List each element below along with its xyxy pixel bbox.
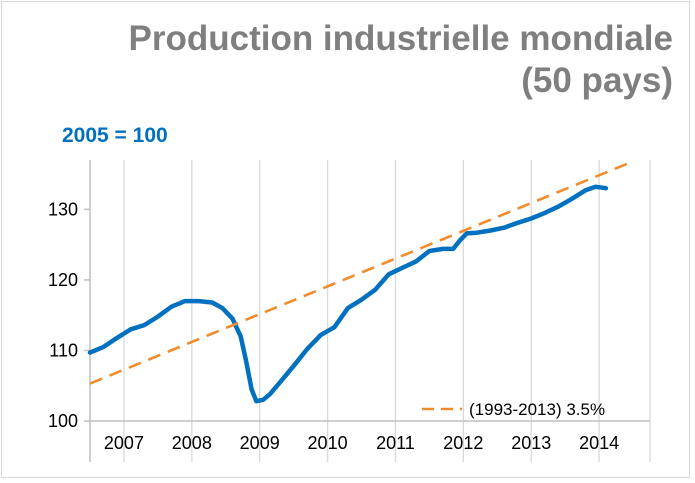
- chart-title-line2: (50 pays): [521, 61, 673, 100]
- y-tick-label: 100: [48, 411, 78, 431]
- x-tick-label: 2007: [104, 433, 144, 453]
- production-line: [87, 184, 609, 404]
- legend-label-trend: (1993-2013) 3.5%: [469, 400, 605, 419]
- chart-title-line1: Production industrielle mondiale: [128, 19, 674, 58]
- chart-frame: [1, 1, 690, 478]
- x-tick-label: 2011: [376, 433, 415, 453]
- x-tick-label: 2012: [443, 433, 483, 453]
- chart-title: Production industrielle mondiale (50 pay…: [129, 18, 674, 102]
- trend-line-dashed: [89, 160, 634, 385]
- y-tick-label: 130: [48, 199, 78, 219]
- y-tick-label: 110: [49, 340, 78, 360]
- x-tick-label: 2013: [511, 433, 551, 453]
- x-tick-label: 2008: [172, 433, 212, 453]
- x-tick-label: 2014: [579, 433, 619, 453]
- x-tick-label: 2010: [308, 433, 348, 453]
- y-tick-label: 120: [48, 270, 78, 290]
- x-tick-label: 2009: [240, 433, 280, 453]
- y-axis-unit-label: 2005 = 100: [62, 124, 168, 147]
